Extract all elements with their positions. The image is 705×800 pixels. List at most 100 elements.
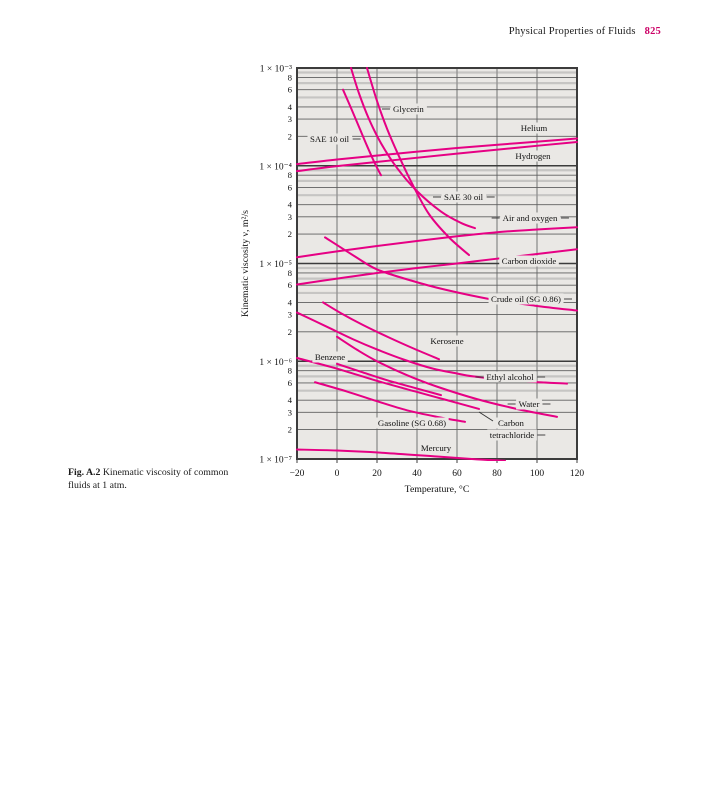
y-minor-label: 2 [288, 229, 292, 239]
series-label-text: Helium [521, 123, 548, 133]
y-minor-label: 6 [288, 280, 293, 290]
label-background [500, 212, 561, 224]
y-minor-label: 8 [288, 72, 293, 82]
label-background [488, 293, 564, 305]
figure-caption-label: Fig. A.2 [68, 467, 101, 478]
series-label-gasoline: Gasoline (SG 0.68) [375, 417, 449, 429]
series-curve-sae-30-oil [350, 67, 476, 230]
series-label-text: tetrachloride [490, 430, 535, 440]
y-minor-label: 2 [288, 131, 292, 141]
y-decade-label: 1 × 10⁻⁶ [259, 358, 292, 368]
label-background [427, 335, 467, 347]
y-minor-label: 6 [288, 85, 293, 95]
y-decade-label: 1 × 10⁻⁵ [259, 260, 292, 270]
series-curve-sae-10-oil [342, 88, 382, 177]
y-minor-label: 3 [288, 114, 293, 124]
y-minor-label: 8 [288, 366, 293, 376]
plot-border [296, 67, 578, 460]
series-label-text: Glycerin [393, 104, 424, 114]
series-label-sae-10-oil: SAE 10 oil [307, 133, 361, 145]
x-tick-label: 80 [492, 469, 502, 479]
label-background [518, 122, 550, 134]
series-curve-glycerin [366, 67, 470, 257]
series-label-text: Ethyl alcohol [486, 372, 534, 382]
x-tick-label: 40 [412, 469, 422, 479]
figure-caption: Fig. A.2 Kinematic viscosity of common f… [68, 467, 246, 492]
label-leader-line [478, 411, 494, 422]
label-background [312, 351, 348, 363]
series-label-carbon-tetrachloride: Carbon [495, 417, 528, 429]
y-minor-label: 4 [288, 395, 293, 405]
series-label-text: Carbon dioxide [502, 256, 557, 266]
label-background [483, 371, 537, 383]
series-curve-mercury [296, 448, 506, 461]
y-minor-label: 2 [288, 327, 292, 337]
x-tick-label: 100 [530, 469, 545, 479]
label-background [499, 255, 559, 267]
label-background [307, 133, 353, 145]
y-minor-label: 8 [288, 268, 293, 278]
series-curve-helium [296, 137, 578, 166]
y-minor-label: 3 [288, 407, 293, 417]
series-label-mercury: Mercury [418, 442, 455, 454]
y-minor-label: 4 [288, 200, 293, 210]
label-background [375, 417, 449, 429]
series-label-text: Carbon [498, 418, 524, 428]
y-minor-label: 6 [288, 378, 293, 388]
series-label-water: Water [507, 398, 551, 410]
y-axis-title: Kinematic viscosity ν, m²/s [240, 210, 251, 317]
series-curve-hydrogen [296, 140, 578, 173]
x-tick-label: 60 [452, 469, 462, 479]
y-minor-label: 3 [288, 310, 293, 320]
curves [296, 67, 578, 461]
series-label-text: Mercury [421, 443, 452, 453]
label-background [495, 417, 528, 429]
y-decade-label: 1 × 10⁻⁷ [259, 456, 292, 466]
series-label-carbon-tetrachloride: tetrachloride [487, 429, 546, 441]
page-number: 825 [644, 26, 661, 37]
series-labels: Glycerin SAE 10 oil SAE 30 oil Helium Hydrog… [307, 103, 573, 454]
series-label-text: Air and oxygen [503, 213, 558, 223]
x-tick-label: 20 [372, 469, 382, 479]
figure-caption-text: Kinematic viscosity of common fluids at … [68, 467, 229, 491]
y-minor-label: 8 [288, 170, 293, 180]
series-label-text: Benzene [315, 352, 345, 362]
series-label-kerosene: Kerosene [427, 335, 467, 347]
series-curve-air-and-oxygen [296, 226, 578, 259]
y-minor-label: 4 [288, 297, 293, 307]
series-label-sae-30-oil: SAE 30 oil [433, 191, 495, 203]
running-header-title: Physical Properties of Fluids [508, 26, 636, 37]
label-background [487, 429, 537, 441]
series-label-benzene: Benzene [312, 351, 348, 363]
series-label-text: SAE 10 oil [310, 134, 350, 144]
label-background [441, 191, 487, 203]
series-label-ethyl-alcohol: Ethyl alcohol [475, 371, 546, 383]
y-minor-label: 3 [288, 212, 293, 222]
x-tick-label: 120 [570, 469, 585, 479]
y-minor-label: 6 [288, 182, 293, 192]
x-axis-title: Temperature, °C [405, 484, 470, 495]
series-curve-kerosene [322, 301, 440, 361]
series-label-text: Kerosene [430, 336, 463, 346]
x-tick-label: −20 [290, 469, 305, 479]
series-label-helium: Helium [518, 122, 550, 134]
series-curve-carbon-tetrachloride [296, 356, 480, 410]
x-tick-label: 0 [335, 469, 340, 479]
label-background [516, 398, 542, 410]
series-curve-water [336, 335, 558, 418]
series-label-text: Hydrogen [515, 151, 551, 161]
y-decade-label: 1 × 10⁻⁴ [259, 162, 292, 172]
series-label-carbon-dioxide: Carbon dioxide [499, 255, 559, 267]
series-label-crude-oil: Crude oil (SG 0.86) [488, 293, 573, 305]
series-label-air-and-oxygen: Air and oxygen [491, 212, 569, 224]
series-curve-benzene [336, 362, 442, 397]
series-curve-gasoline [314, 381, 466, 423]
series-label-text: Crude oil (SG 0.86) [491, 294, 561, 304]
y-minor-label: 4 [288, 102, 293, 112]
label-background [418, 442, 455, 454]
y-decade-label: 1 × 10⁻³ [260, 65, 292, 75]
series-label-text: SAE 30 oil [444, 192, 484, 202]
running-header: Physical Properties of Fluids 825 [509, 26, 661, 37]
